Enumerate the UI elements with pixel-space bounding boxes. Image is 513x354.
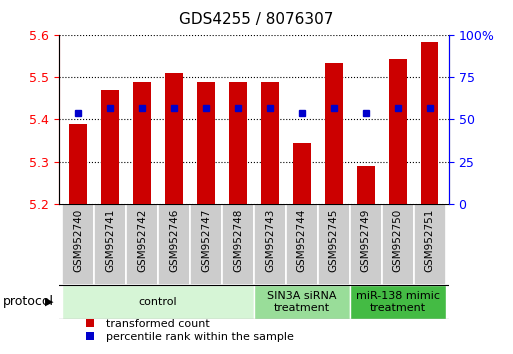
Bar (126, 204, 158, 285)
Bar (350, 285, 446, 319)
Bar (261, 82, 279, 204)
Text: GSM952747: GSM952747 (201, 209, 211, 272)
Text: GSM952744: GSM952744 (297, 209, 307, 272)
Text: GSM952745: GSM952745 (329, 209, 339, 272)
Bar (62, 204, 94, 285)
Bar (102, 90, 119, 204)
Bar (254, 204, 286, 285)
Text: GSM952741: GSM952741 (105, 209, 115, 272)
Bar (62, 285, 254, 319)
Text: GSM952740: GSM952740 (73, 209, 83, 272)
Bar (389, 58, 406, 204)
Legend: transformed count, percentile rank within the sample: transformed count, percentile rank withi… (75, 314, 298, 347)
Bar (293, 143, 311, 204)
Bar (197, 82, 215, 204)
Bar (165, 73, 183, 204)
Bar (222, 204, 254, 285)
Bar (357, 166, 374, 204)
Bar (229, 82, 247, 204)
Text: GSM952742: GSM952742 (137, 209, 147, 272)
Text: ▶: ▶ (45, 297, 54, 307)
Bar (254, 285, 350, 319)
Bar (350, 204, 382, 285)
Bar (286, 204, 318, 285)
Text: SIN3A siRNA
treatment: SIN3A siRNA treatment (267, 291, 337, 313)
Text: protocol: protocol (3, 295, 53, 308)
Text: GSM952749: GSM952749 (361, 209, 371, 272)
Text: GSM952746: GSM952746 (169, 209, 179, 272)
Text: GSM952751: GSM952751 (425, 209, 435, 272)
Text: GDS4255 / 8076307: GDS4255 / 8076307 (180, 12, 333, 27)
Bar (382, 204, 413, 285)
Text: control: control (139, 297, 177, 307)
Text: miR-138 mimic
treatment: miR-138 mimic treatment (356, 291, 440, 313)
Bar (325, 63, 343, 204)
Text: GSM952748: GSM952748 (233, 209, 243, 272)
Bar (318, 204, 350, 285)
Bar (69, 124, 87, 204)
Bar (94, 204, 126, 285)
Text: GSM952750: GSM952750 (393, 209, 403, 272)
Bar (190, 204, 222, 285)
Text: GSM952743: GSM952743 (265, 209, 275, 272)
Bar (158, 204, 190, 285)
Bar (421, 42, 439, 204)
Bar (413, 204, 446, 285)
Bar (133, 82, 151, 204)
